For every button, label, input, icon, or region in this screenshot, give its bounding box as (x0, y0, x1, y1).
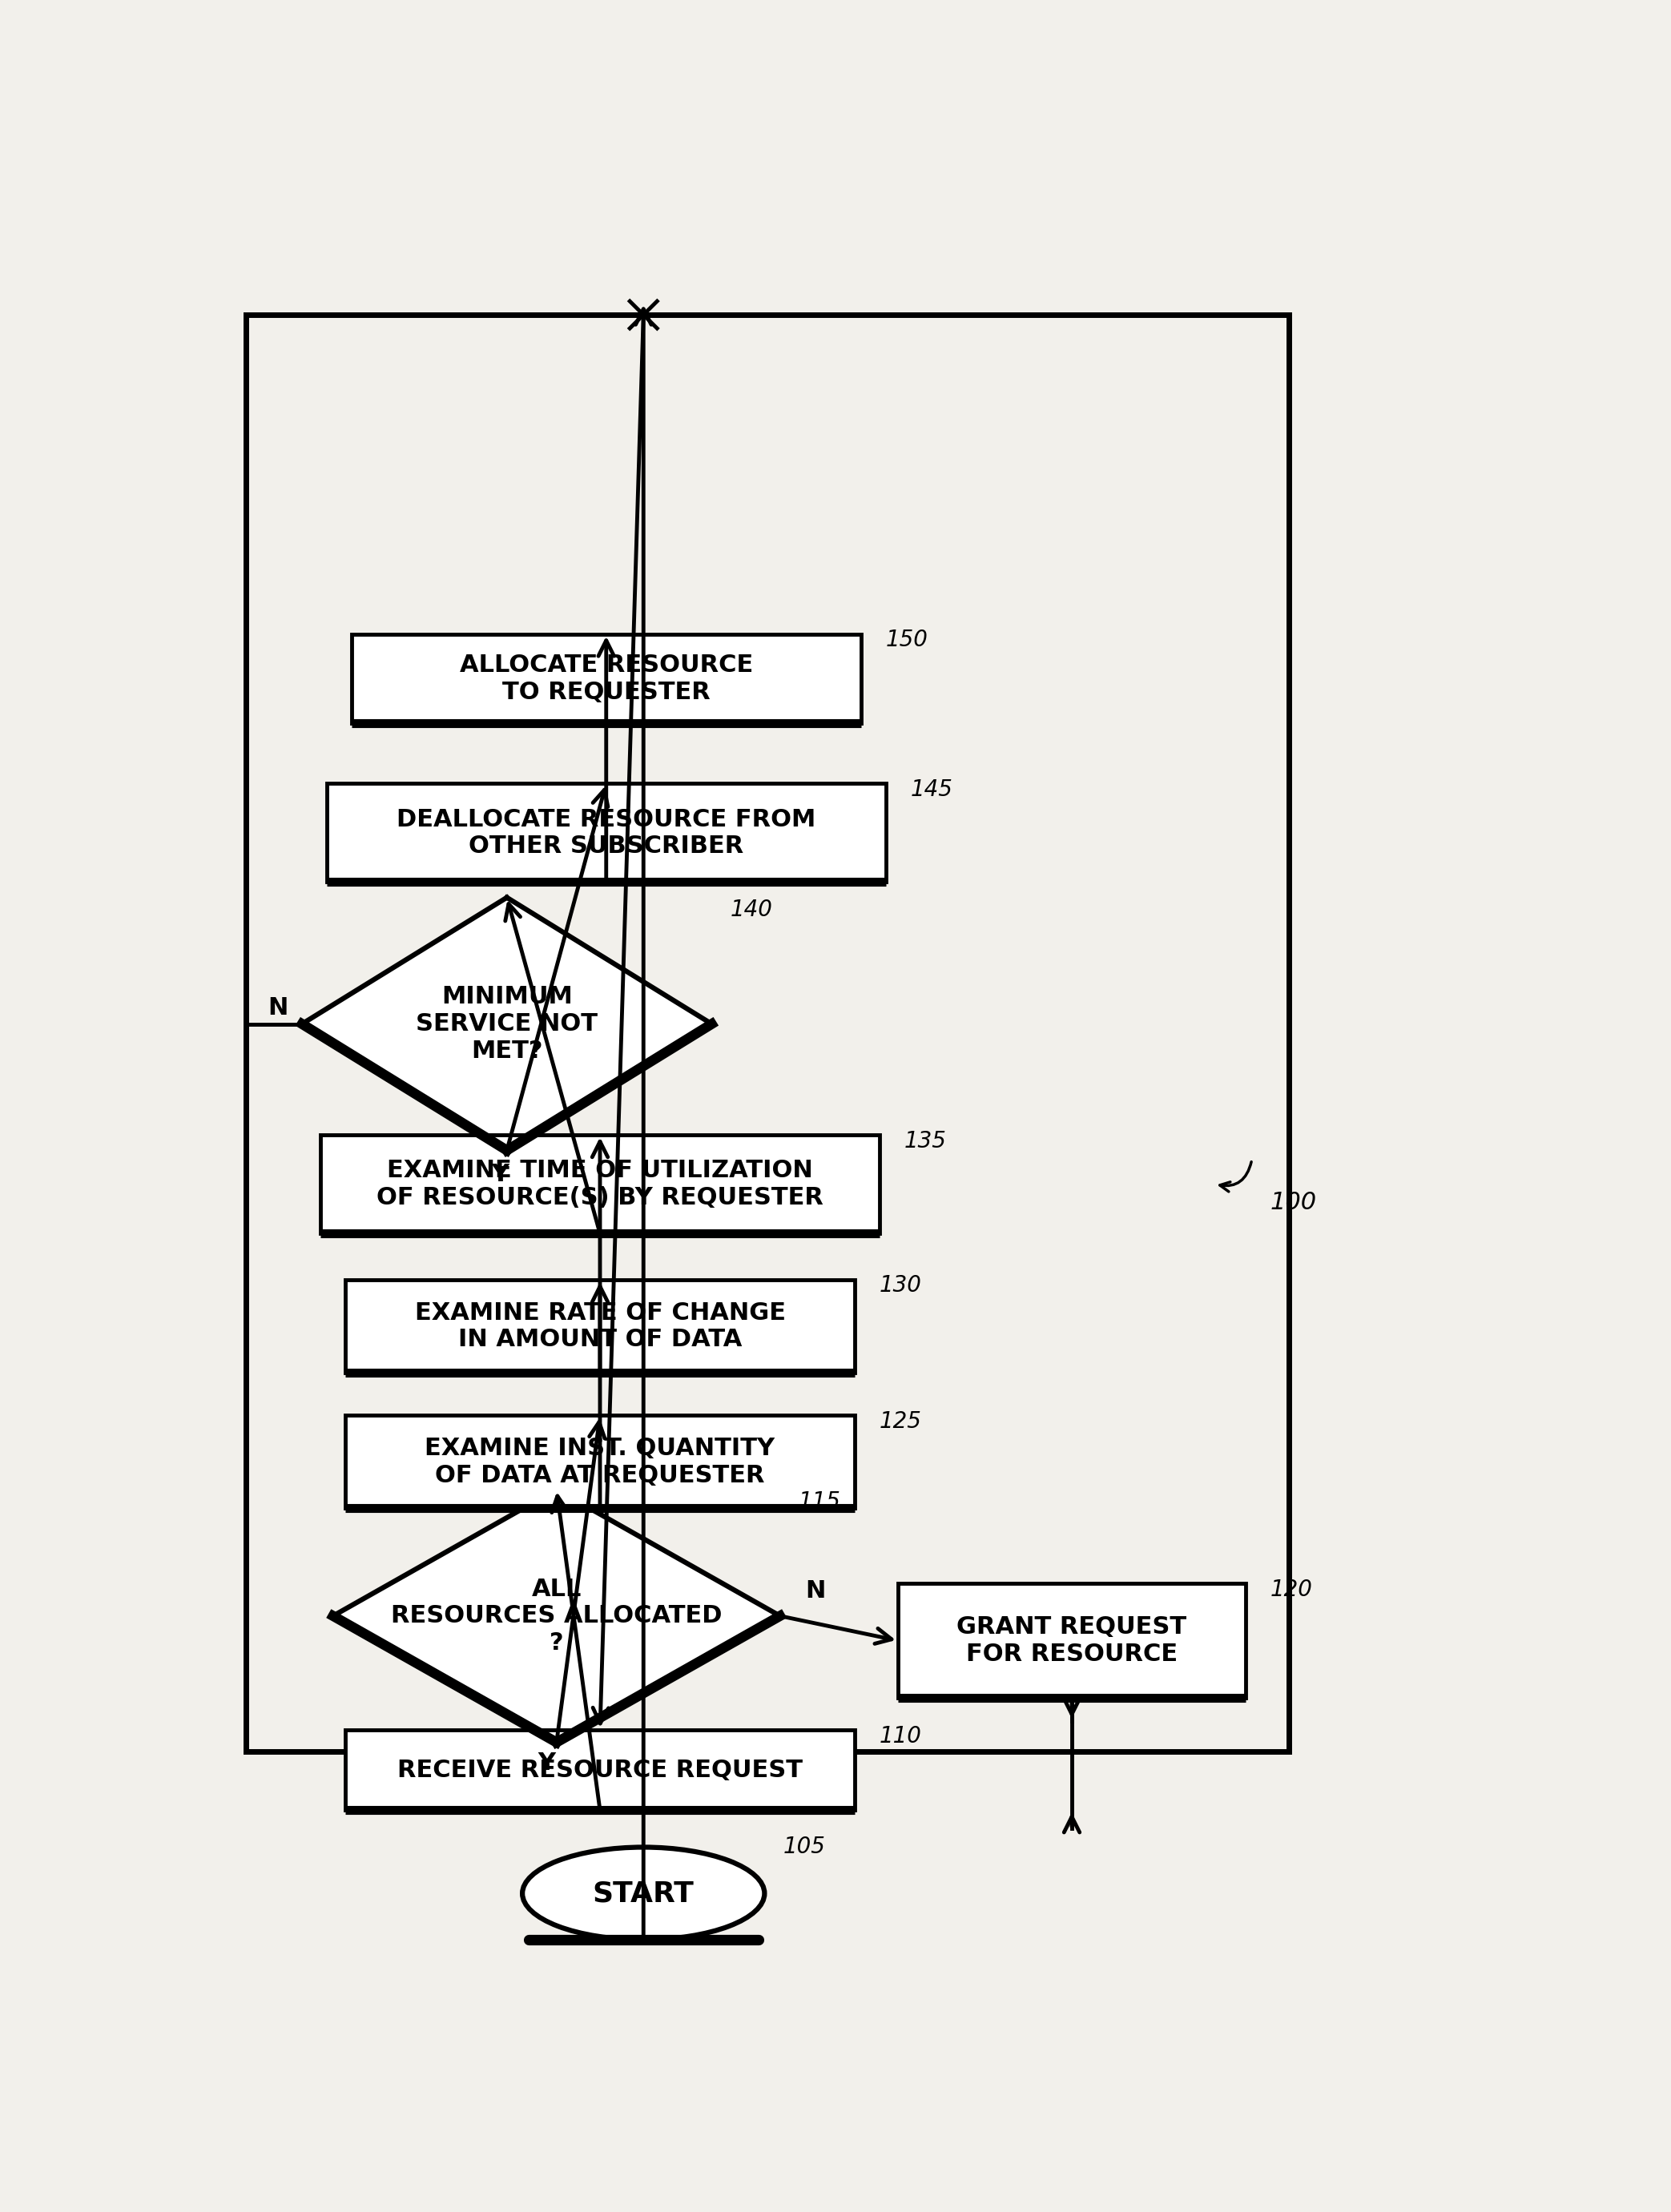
Text: EXAMINE TIME OF UTILIZATION
OF RESOURCE(S) BY REQUESTER: EXAMINE TIME OF UTILIZATION OF RESOURCE(… (376, 1159, 824, 1210)
Text: 115: 115 (799, 1491, 841, 1513)
Text: 150: 150 (886, 628, 927, 650)
Bar (346, 1730, 854, 1809)
Ellipse shape (523, 1847, 765, 1940)
Text: 140: 140 (730, 898, 772, 920)
Text: 100: 100 (1270, 1190, 1317, 1214)
Text: 110: 110 (879, 1725, 922, 1747)
Text: ALLOCATE RESOURCE
TO REQUESTER: ALLOCATE RESOURCE TO REQUESTER (460, 653, 754, 703)
Polygon shape (302, 898, 712, 1150)
Text: EXAMINE RATE OF CHANGE
IN AMOUNT OF DATA: EXAMINE RATE OF CHANGE IN AMOUNT OF DATA (414, 1301, 785, 1352)
Text: ALL
RESOURCES ALLOCATED
?: ALL RESOURCES ALLOCATED ? (391, 1577, 722, 1655)
Text: 120: 120 (1270, 1579, 1313, 1601)
Polygon shape (333, 1489, 780, 1743)
Text: 145: 145 (911, 779, 952, 801)
Text: N: N (267, 995, 287, 1020)
Text: DEALLOCATE RESOURCE FROM
OTHER SUBSCRIBER: DEALLOCATE RESOURCE FROM OTHER SUBSCRIBE… (396, 807, 815, 858)
Text: 125: 125 (879, 1411, 922, 1433)
Bar (328, 783, 886, 883)
Text: Y: Y (491, 1164, 510, 1186)
Bar (346, 1416, 854, 1509)
Text: RECEIVE RESOURCE REQUEST: RECEIVE RESOURCE REQUEST (398, 1759, 802, 1781)
Bar (346, 1281, 854, 1371)
Text: MINIMUM
SERVICE NOT
MET?: MINIMUM SERVICE NOT MET? (416, 984, 598, 1062)
Bar (246, 314, 1288, 1752)
Text: START: START (593, 1880, 693, 1907)
Text: 105: 105 (784, 1836, 825, 1858)
Bar (321, 1135, 879, 1234)
Text: Y: Y (538, 1752, 555, 1774)
Text: EXAMINE INST. QUANTITY
OF DATA AT REQUESTER: EXAMINE INST. QUANTITY OF DATA AT REQUES… (424, 1438, 775, 1486)
Text: 130: 130 (879, 1274, 922, 1296)
Bar (897, 1584, 1245, 1697)
Text: GRANT REQUEST
FOR RESOURCE: GRANT REQUEST FOR RESOURCE (957, 1615, 1186, 1666)
Bar (351, 635, 861, 723)
Text: N: N (805, 1579, 825, 1601)
Text: 135: 135 (904, 1130, 946, 1152)
